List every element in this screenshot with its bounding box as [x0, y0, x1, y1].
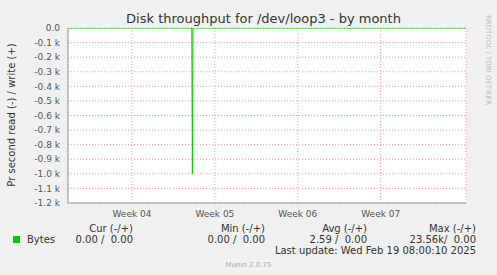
svg-text:-1.0 k: -1.0 k	[34, 169, 60, 179]
html-text:Last update: Wed Feb 19 08:00:: Last update: Wed Feb 19 08:00:10 2025	[274, 245, 476, 256]
html-text:23.56k/ 0.00: 23.56k/ 0.00	[409, 234, 476, 245]
html-text:0.00 / 0.00: 0.00 / 0.00	[207, 234, 265, 245]
svg-text:-1.2 k: -1.2 k	[34, 198, 60, 208]
svg-text:-0.4 k: -0.4 k	[34, 82, 60, 92]
html-text:Bytes: Bytes	[27, 234, 56, 245]
svg-text:-0.8 k: -0.8 k	[34, 140, 60, 150]
html-text:Max (-/+): Max (-/+)	[429, 223, 476, 234]
svg-text:-0.9 k: -0.9 k	[34, 154, 60, 164]
html-text:Disk throughput for /dev/loop3: Disk throughput for /dev/loop3 - by mont…	[126, 11, 401, 26]
svg-text:-0.2 k: -0.2 k	[34, 52, 60, 62]
html-text:2.59 / 0.00: 2.59 / 0.00	[309, 234, 367, 245]
svg-text:-0.3 k: -0.3 k	[34, 67, 60, 77]
html-text:RRDTOOL / TOBI OETIKER: RRDTOOL / TOBI OETIKER	[484, 14, 492, 106]
svg-text:0.0: 0.0	[46, 23, 61, 33]
svg-text:Week 04: Week 04	[112, 209, 151, 219]
html-text:Min (-/+): Min (-/+)	[220, 223, 265, 234]
svg-text:Week 06: Week 06	[278, 209, 317, 219]
svg-text:-1.1 k: -1.1 k	[34, 184, 60, 194]
svg-text:-0.6 k: -0.6 k	[34, 111, 60, 121]
html-text:Pr second read (-) / write (+): Pr second read (-) / write (+)	[6, 43, 17, 187]
html-text:Cur (-/+): Cur (-/+)	[89, 223, 133, 234]
html-text:Avg (-/+): Avg (-/+)	[322, 223, 367, 234]
svg-text:-0.1 k: -0.1 k	[34, 38, 60, 48]
svg-text:-0.5 k: -0.5 k	[34, 96, 60, 106]
svg-text:Week 07: Week 07	[361, 209, 400, 219]
html-text:0.00 / 0.00: 0.00 / 0.00	[75, 234, 133, 245]
html-text:Munin 2.0.75: Munin 2.0.75	[225, 261, 272, 269]
svg-text:-0.7 k: -0.7 k	[34, 125, 60, 135]
svg-text:Week 05: Week 05	[195, 209, 234, 219]
